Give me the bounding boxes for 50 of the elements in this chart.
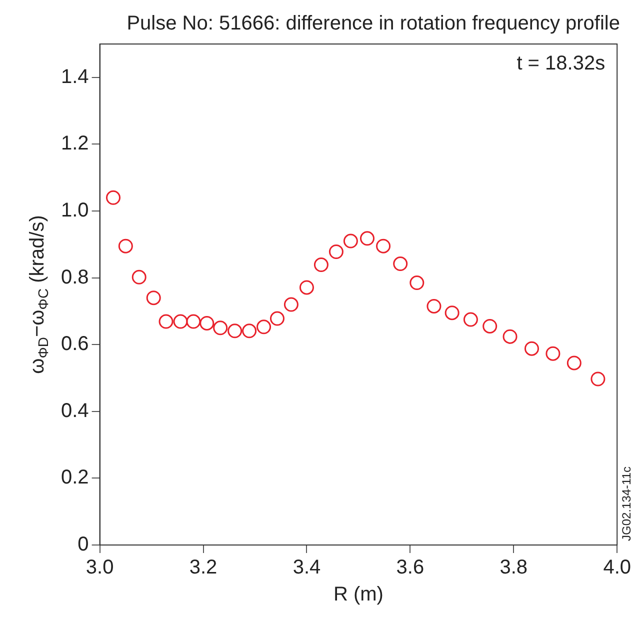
point bbox=[299, 280, 314, 295]
point bbox=[213, 320, 228, 336]
point bbox=[546, 346, 560, 361]
point bbox=[256, 320, 272, 334]
point bbox=[376, 238, 391, 254]
point bbox=[393, 256, 408, 272]
point bbox=[502, 329, 518, 344]
point bbox=[228, 324, 242, 338]
point bbox=[270, 311, 284, 326]
point bbox=[186, 314, 201, 329]
x-tick-label: 3.4 bbox=[292, 556, 321, 579]
x-tick-label: 3.6 bbox=[396, 556, 424, 579]
point bbox=[158, 314, 174, 329]
point bbox=[328, 244, 344, 259]
point bbox=[444, 306, 460, 320]
y-axis-title: ωΦD−ωΦC (krad/s) bbox=[26, 215, 51, 374]
point bbox=[314, 258, 328, 272]
point bbox=[590, 372, 606, 386]
y-tick-label: 0.2 bbox=[60, 466, 89, 489]
y-tick-label: 0.6 bbox=[60, 333, 89, 356]
y-tick-label: 0.8 bbox=[60, 266, 89, 288]
point bbox=[242, 324, 257, 338]
y-tick-label: 1.0 bbox=[60, 200, 89, 222]
point bbox=[343, 234, 358, 248]
x-tick-label: 3.2 bbox=[189, 556, 218, 579]
point bbox=[524, 341, 539, 356]
chart-title: Pulse No: 51666: difference in rotation frequency profile bbox=[126, 12, 620, 35]
x-tick-label: 4.0 bbox=[603, 556, 632, 579]
point bbox=[410, 276, 424, 290]
x-tick-label: 3.8 bbox=[500, 556, 528, 579]
point bbox=[118, 238, 133, 254]
x-tick-label: 3.0 bbox=[86, 556, 114, 579]
point bbox=[106, 190, 121, 205]
point bbox=[566, 356, 582, 370]
y-tick-label: 1.2 bbox=[60, 132, 89, 155]
text: JG02.134-11c bbox=[619, 466, 634, 541]
x-axis-title: R (m) bbox=[333, 584, 384, 606]
point bbox=[426, 298, 442, 314]
y-tick-label: 0.4 bbox=[60, 400, 89, 422]
point bbox=[173, 314, 188, 329]
annotation: t = 18.32s bbox=[516, 52, 606, 75]
y-tick-label: 1.4 bbox=[60, 66, 89, 88]
point bbox=[463, 312, 478, 327]
point bbox=[132, 270, 146, 284]
point bbox=[284, 297, 298, 312]
point bbox=[146, 290, 161, 306]
point bbox=[360, 231, 374, 246]
y-tick-label: 0 bbox=[78, 534, 89, 556]
point bbox=[200, 316, 214, 330]
point bbox=[482, 318, 498, 334]
